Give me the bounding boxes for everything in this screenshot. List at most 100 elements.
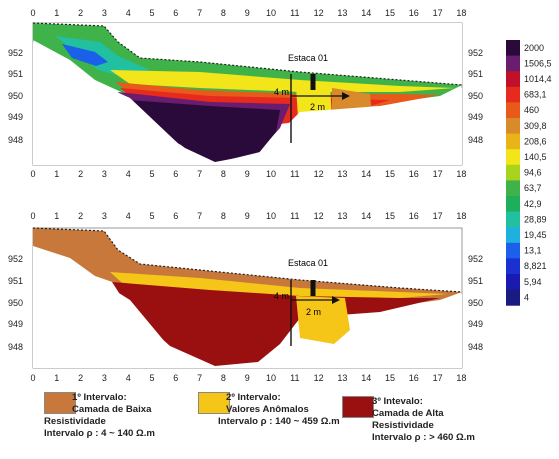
x-tick-label: 13 (337, 373, 347, 383)
x-tick-label: 6 (173, 8, 178, 18)
x-tick-label: 17 (433, 211, 443, 221)
bottom-x-axis-top: 0 1 2 3 4 5 6 7 8 9 10 11 12 13 14 15 16 17 18 (30, 211, 466, 221)
x-tick-label: 14 (361, 211, 371, 221)
x-tick-label: 9 (245, 211, 250, 221)
y-tick-label: 948 (8, 342, 23, 352)
legend-low-line1: 1º Intervalo: (72, 392, 127, 403)
x-tick-label: 0 (30, 8, 35, 18)
x-tick-label: 15 (385, 169, 395, 179)
x-tick-label: 17 (433, 169, 443, 179)
x-tick-label: 7 (197, 211, 202, 221)
x-tick-label: 14 (361, 169, 371, 179)
scale-value-label: 5,94 (524, 277, 542, 287)
scale-value-label: 8,821 (524, 261, 547, 271)
scale-value-label: 683,1 (524, 90, 547, 100)
scale-value-label: 1014,4 (524, 74, 552, 84)
x-tick-label: 9 (245, 8, 250, 18)
scale-swatch (506, 102, 520, 119)
x-tick-label: 14 (361, 8, 371, 18)
y-tick-label: 949 (468, 112, 483, 122)
x-tick-label: 0 (30, 373, 35, 383)
x-tick-label: 5 (149, 169, 154, 179)
x-tick-label: 8 (221, 373, 226, 383)
bottom-x-axis-bottom: 0 1 2 3 4 5 6 7 8 9 10 11 12 13 14 15 16 17 18 (30, 373, 466, 383)
x-tick-label: 2 (78, 211, 83, 221)
x-tick-label: 2 (78, 8, 83, 18)
x-tick-label: 6 (173, 211, 178, 221)
x-tick-label: 3 (102, 169, 107, 179)
y-tick-label: 950 (8, 91, 23, 101)
top-surface-line (32, 22, 463, 86)
x-tick-label: 15 (385, 211, 395, 221)
scale-value-label: 4 (524, 292, 529, 302)
bottom-high-resistivity (112, 282, 440, 366)
bottom-stake-label: Estaca 01 (288, 258, 328, 268)
y-tick-label: 952 (8, 48, 23, 58)
x-tick-label: 6 (173, 373, 178, 383)
y-tick-label: 952 (8, 254, 23, 264)
x-tick-label: 11 (290, 169, 299, 179)
resistivity-color-scale: 2000 1506,5 1014,4 683,1 460 309,8 208,6 140,5 9… (506, 40, 552, 306)
top-tomography (33, 23, 462, 165)
legend-high-line4: Intervalo ρ : > 460 Ω.m (372, 432, 475, 443)
y-tick-label: 952 (468, 48, 483, 58)
scale-swatch (506, 274, 520, 291)
top-y-axis-right: 952 951 950 949 948 (468, 48, 483, 145)
x-tick-label: 13 (337, 169, 347, 179)
x-tick-label: 12 (314, 373, 324, 383)
top-stake-label: Estaca 01 (288, 53, 328, 63)
x-tick-label: 5 (149, 211, 154, 221)
y-tick-label: 949 (8, 112, 23, 122)
bottom-depth-label: 4 m (274, 291, 289, 301)
scale-swatch (506, 40, 520, 57)
legend-swatch-anomaly (198, 392, 230, 414)
x-tick-label: 16 (409, 211, 419, 221)
bottom-width-label: 2 m (306, 307, 321, 317)
y-tick-label: 949 (468, 319, 483, 329)
x-tick-label: 8 (221, 169, 226, 179)
x-tick-label: 4 (126, 373, 131, 383)
x-tick-label: 9 (245, 169, 250, 179)
y-tick-label: 948 (468, 135, 483, 145)
scale-swatch (506, 118, 520, 135)
y-tick-label: 950 (8, 298, 23, 308)
legend-high-line3: Resistividade (372, 420, 434, 431)
bottom-width-arrow (332, 296, 340, 304)
legend-swatch-low (44, 392, 76, 414)
x-tick-label: 6 (173, 169, 178, 179)
top-band-deep-purple (128, 100, 280, 162)
x-tick-label: 12 (314, 211, 324, 221)
x-tick-label: 18 (456, 169, 466, 179)
x-tick-label: 8 (221, 8, 226, 18)
top-band-yellow (110, 70, 455, 92)
scale-value-label: 28,89 (524, 214, 547, 224)
x-tick-label: 4 (126, 8, 131, 18)
top-band-blue (62, 44, 108, 66)
scale-value-label: 309,8 (524, 121, 547, 131)
scale-value-label: 19,45 (524, 230, 547, 240)
x-tick-label: 16 (409, 169, 419, 179)
x-tick-label: 5 (149, 8, 154, 18)
legend-anomaly-line3: Intervalo ρ : 140 ~ 459 Ω.m (218, 416, 340, 427)
x-tick-label: 15 (385, 373, 395, 383)
scale-swatch (506, 133, 520, 150)
x-tick-label: 10 (266, 211, 276, 221)
scale-swatch (506, 242, 520, 259)
bottom-y-axis-right: 952 951 950 949 948 (468, 254, 483, 352)
x-tick-label: 5 (149, 373, 154, 383)
scale-swatch (506, 289, 520, 306)
top-section-panel: Estaca 01 4 m 2 m 0 1 2 3 4 5 6 7 8 9 10 11 12 13 14 15… (8, 8, 483, 179)
bottom-section-panel: Estaca 01 4 m 2 m 0 1 2 3 4 5 6 7 8 9 10 11 12 13 14 15… (8, 211, 483, 383)
x-tick-label: 1 (54, 169, 59, 179)
x-tick-label: 8 (221, 211, 226, 221)
x-tick-label: 7 (197, 169, 202, 179)
legend-low-line4: Intervalo ρ : 4 ~ 140 Ω.m (44, 428, 155, 439)
x-tick-label: 10 (266, 169, 276, 179)
bottom-interpretation (33, 228, 462, 368)
scale-swatch (506, 71, 520, 88)
legend-low-line2: Camada de Baixa (72, 404, 152, 415)
top-band-cyan (55, 36, 150, 76)
x-tick-label: 12 (314, 8, 324, 18)
scale-value-label: 460 (524, 105, 539, 115)
